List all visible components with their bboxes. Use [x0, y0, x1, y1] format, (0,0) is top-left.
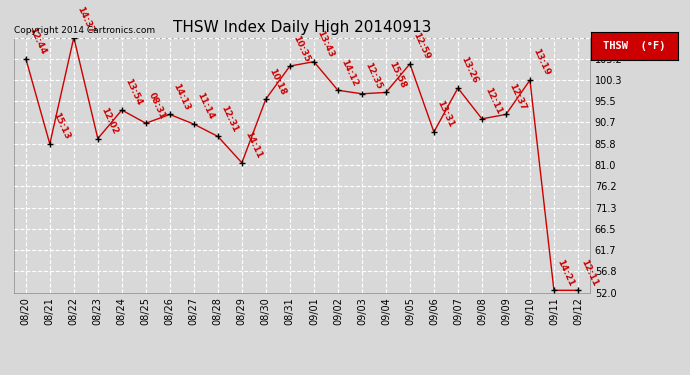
Text: 14:37: 14:37 [75, 5, 95, 35]
Text: 12:11: 12:11 [580, 258, 600, 288]
Text: 08:31: 08:31 [147, 91, 168, 120]
Text: 13:19: 13:19 [531, 48, 551, 77]
Text: 12:11: 12:11 [483, 86, 504, 116]
Text: 13:31: 13:31 [435, 99, 455, 129]
Title: THSW Index Daily High 20140913: THSW Index Daily High 20140913 [172, 20, 431, 35]
Text: 14:13: 14:13 [171, 82, 192, 112]
Text: 11:14: 11:14 [195, 92, 215, 122]
Text: 15:13: 15:13 [51, 111, 72, 141]
Text: 12:35: 12:35 [363, 61, 384, 91]
Text: 15:58: 15:58 [387, 60, 408, 90]
Text: 12:02: 12:02 [99, 106, 119, 136]
Text: THSW  (°F): THSW (°F) [603, 41, 666, 51]
Text: 14:12: 14:12 [339, 58, 359, 87]
Text: 12:44: 12:44 [27, 26, 48, 56]
Text: 10:18: 10:18 [267, 67, 288, 96]
Text: 10:35: 10:35 [291, 34, 311, 63]
Text: 13:43: 13:43 [315, 29, 335, 59]
Text: 13:26: 13:26 [460, 56, 480, 85]
Text: 12:31: 12:31 [219, 104, 239, 134]
Text: 12:37: 12:37 [507, 82, 528, 112]
Text: 13:54: 13:54 [124, 77, 144, 107]
Text: 14:11: 14:11 [244, 130, 264, 160]
Text: 12:59: 12:59 [411, 31, 432, 61]
Text: 14:21: 14:21 [555, 258, 575, 288]
Text: Copyright 2014 Cartronics.com: Copyright 2014 Cartronics.com [14, 26, 155, 35]
